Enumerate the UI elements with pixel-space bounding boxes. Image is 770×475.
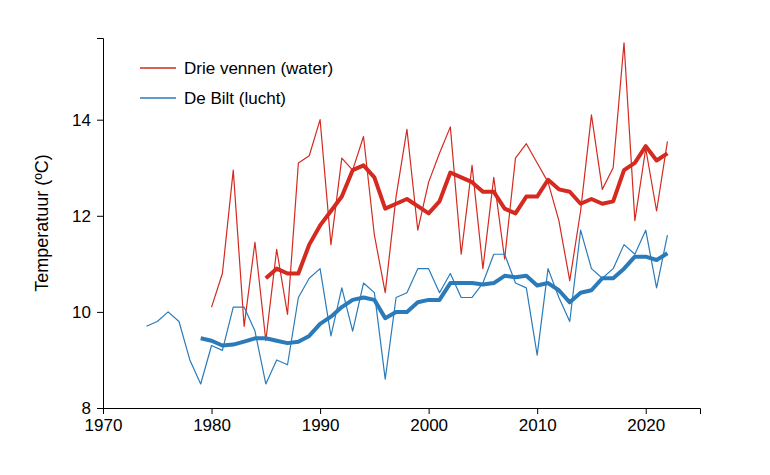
y-axis-line: [97, 39, 104, 409]
y-axis-tick-label: 8: [82, 399, 91, 418]
y-axis-tick-mark: [97, 312, 103, 313]
y-axis-tick-label: 12: [72, 207, 91, 226]
x-axis-tick-label: 1980: [193, 416, 231, 435]
x-axis-tick-mark: [320, 408, 321, 414]
plot: 1970 1980 1990 2000 2010 2020 8 10 12 14: [72, 39, 700, 436]
x-axis: 1970 1980 1990 2000 2010 2020: [85, 408, 701, 435]
legend-label: De Bilt (lucht): [184, 89, 286, 108]
x-axis-tick-mark: [537, 408, 538, 414]
legend: Drie vennen (water) De Bilt (lucht): [140, 59, 333, 108]
x-axis-tick: 2000: [410, 408, 448, 435]
y-axis-tick-mark: [97, 120, 103, 121]
y-axis-tick: 10: [72, 303, 103, 322]
series-line: [146, 230, 667, 384]
x-axis-tick: 2020: [627, 408, 665, 435]
legend-swatch: [140, 67, 176, 69]
x-axis-tick: 2010: [519, 408, 557, 435]
legend-label: Drie vennen (water): [184, 59, 333, 78]
x-axis-tick-mark: [429, 408, 430, 414]
series-group: [146, 43, 667, 384]
series-line: [266, 146, 668, 278]
x-axis-tick: 1990: [302, 408, 340, 435]
x-axis-tick-label: 2000: [410, 416, 448, 435]
y-axis-tick-label: 10: [72, 303, 91, 322]
legend-swatch: [140, 97, 176, 99]
y-axis-tick: 8: [82, 399, 103, 418]
y-axis-tick: 12: [72, 207, 103, 226]
y-axis-tick-mark: [97, 216, 103, 217]
y-axis-title: Temperatuur (ºC): [32, 154, 52, 292]
x-axis-tick-label: 1970: [85, 416, 123, 435]
x-axis-tick-label: 2010: [519, 416, 557, 435]
series-line: [201, 253, 668, 345]
y-axis-tick: 14: [72, 111, 103, 130]
x-axis-line: [104, 409, 701, 415]
x-axis-tick-label: 2020: [627, 416, 665, 435]
x-axis-tick-mark: [646, 408, 647, 414]
y-axis: 8 10 12 14: [72, 39, 103, 418]
y-axis-tick-label: 14: [72, 111, 91, 130]
x-axis-tick: 1980: [193, 408, 231, 435]
chart: 1970 1980 1990 2000 2010 2020 8 10 12 14 Temperatu…: [0, 0, 770, 475]
series-line: [212, 43, 668, 341]
y-axis-tick-mark: [97, 408, 103, 409]
x-axis-tick-mark: [212, 408, 213, 414]
x-axis-tick-label: 1990: [302, 416, 340, 435]
